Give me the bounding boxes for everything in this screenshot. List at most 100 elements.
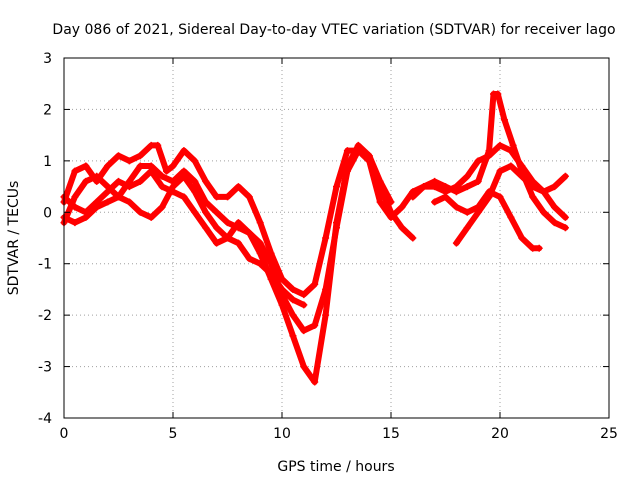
data-point: [496, 193, 504, 201]
data-point: [442, 183, 449, 191]
data-point: [202, 224, 210, 232]
x-tick-label: 0: [60, 426, 69, 442]
data-point: [333, 183, 340, 191]
data-point: [496, 167, 504, 175]
data-point: [245, 193, 253, 201]
data-point: [202, 208, 210, 216]
y-tick-label: -4: [38, 411, 52, 427]
data-point: [311, 280, 319, 288]
series-track-5: [409, 90, 569, 232]
data-point: [494, 90, 502, 98]
data-point: [256, 219, 264, 227]
data-point: [442, 193, 449, 201]
data-point: [191, 208, 199, 216]
data-point: [300, 291, 308, 299]
data-point: [136, 208, 144, 216]
y-tick-label: -1: [38, 257, 52, 273]
data-point: [125, 198, 133, 206]
data-point: [561, 172, 569, 180]
data-point: [234, 239, 242, 247]
data-point: [289, 296, 297, 304]
data-point: [158, 183, 166, 191]
data-point: [507, 162, 515, 170]
y-tick-label: 2: [43, 102, 52, 118]
data-point: [535, 244, 543, 252]
data-point: [509, 141, 517, 149]
x-tick-label: 25: [600, 426, 618, 442]
x-tick-label: 5: [169, 426, 178, 442]
data-point: [365, 152, 373, 160]
data-point: [387, 198, 395, 206]
data-point: [71, 193, 79, 201]
data-point: [322, 234, 330, 242]
data-point: [463, 172, 471, 180]
y-tick-label: -2: [38, 308, 52, 324]
data-point: [289, 285, 297, 293]
data-point: [561, 224, 569, 232]
data-point: [147, 213, 155, 221]
data-point: [551, 183, 558, 191]
data-point: [245, 255, 253, 263]
data-point: [169, 162, 177, 170]
data-point: [463, 208, 471, 216]
data-point: [333, 224, 340, 232]
data-point: [474, 157, 482, 165]
x-tick-label: 20: [491, 426, 509, 442]
data-point: [485, 188, 493, 196]
data-point: [82, 162, 90, 170]
data-point: [518, 172, 526, 180]
series-line: [61, 142, 569, 298]
data-point: [431, 198, 439, 206]
data-point: [529, 193, 537, 201]
data-point: [518, 234, 526, 242]
chart-title: Day 086 of 2021, Sidereal Day-to-day VTE…: [52, 22, 615, 38]
data-point: [420, 183, 428, 191]
data-point: [376, 177, 384, 185]
data-series: [60, 90, 569, 386]
data-point: [115, 177, 122, 185]
data-point: [409, 234, 417, 242]
data-point: [71, 203, 79, 211]
data-point: [180, 147, 188, 155]
data-point: [551, 203, 558, 211]
data-point: [180, 172, 188, 180]
data-point: [104, 188, 112, 196]
data-point: [93, 172, 101, 180]
data-point: [311, 378, 319, 386]
series-line: [453, 163, 569, 247]
data-point: [540, 208, 548, 216]
data-point: [256, 239, 264, 247]
y-tick-label: 1: [43, 154, 52, 170]
data-point: [180, 193, 188, 201]
data-point: [376, 198, 384, 206]
data-point: [213, 193, 221, 201]
data-point: [191, 188, 199, 196]
data-point: [71, 167, 79, 175]
data-point: [500, 116, 508, 124]
data-point: [300, 301, 308, 309]
data-point: [278, 285, 286, 293]
data-point: [93, 203, 101, 211]
data-point: [496, 141, 504, 149]
x-tick-label: 10: [273, 426, 291, 442]
data-point: [136, 177, 144, 185]
data-point: [104, 198, 112, 206]
data-point: [224, 219, 231, 227]
data-point: [463, 183, 471, 191]
data-point: [311, 321, 319, 329]
data-point: [125, 183, 133, 191]
data-point: [398, 224, 406, 232]
series-track-7: [431, 188, 543, 252]
x-axis-label: GPS time / hours: [277, 459, 394, 475]
data-point: [267, 260, 275, 268]
data-point: [267, 270, 275, 278]
data-point: [115, 152, 122, 160]
data-point: [71, 219, 79, 227]
data-point: [158, 172, 166, 180]
data-point: [474, 177, 482, 185]
data-point: [529, 183, 537, 191]
data-point: [245, 229, 253, 237]
data-point: [125, 157, 133, 165]
data-point: [191, 157, 199, 165]
